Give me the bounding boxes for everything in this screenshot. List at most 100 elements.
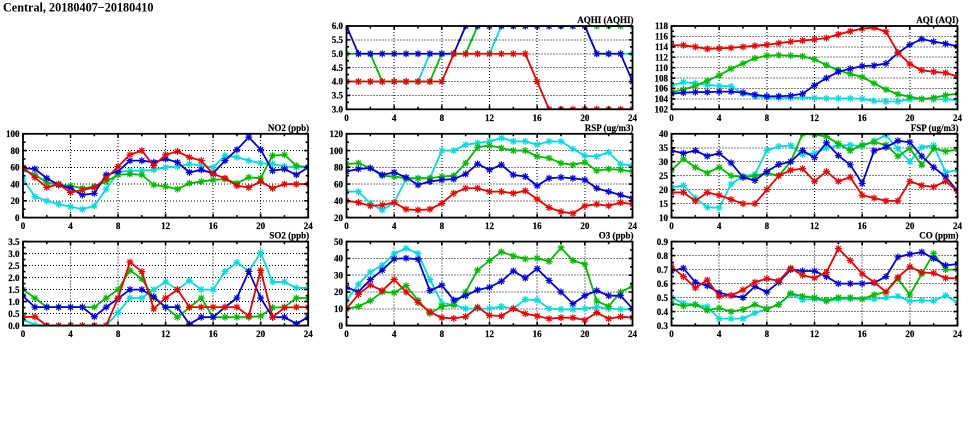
svg-text:40: 40: [334, 254, 344, 264]
svg-text:12: 12: [161, 329, 171, 339]
svg-text:120: 120: [330, 129, 344, 139]
svg-text:20: 20: [334, 287, 344, 297]
svg-text:12: 12: [810, 221, 820, 231]
svg-text:4: 4: [717, 329, 722, 339]
svg-text:40: 40: [11, 179, 21, 189]
svg-text:20: 20: [580, 113, 590, 123]
svg-text:8: 8: [116, 329, 121, 339]
svg-text:SO2 (ppb): SO2 (ppb): [269, 231, 309, 241]
svg-text:4: 4: [717, 113, 722, 123]
svg-text:12: 12: [810, 113, 820, 123]
svg-text:0.5: 0.5: [8, 309, 20, 319]
svg-text:12: 12: [485, 113, 495, 123]
svg-text:20: 20: [11, 196, 21, 206]
svg-text:4: 4: [68, 329, 73, 339]
svg-text:20: 20: [659, 185, 669, 195]
svg-text:16: 16: [533, 329, 543, 339]
svg-text:25: 25: [659, 171, 669, 181]
svg-text:16: 16: [858, 221, 868, 231]
svg-text:NO2 (ppb): NO2 (ppb): [268, 123, 309, 133]
svg-text:AQI (AQI): AQI (AQI): [916, 15, 958, 25]
svg-text:0: 0: [669, 221, 674, 231]
svg-text:0: 0: [21, 221, 26, 231]
svg-text:24: 24: [304, 221, 314, 231]
svg-text:4: 4: [392, 113, 397, 123]
svg-text:8: 8: [765, 221, 770, 231]
svg-text:20: 20: [905, 113, 915, 123]
svg-text:0.0: 0.0: [8, 321, 20, 331]
svg-text:0: 0: [339, 321, 344, 331]
svg-text:24: 24: [628, 329, 638, 339]
svg-text:16: 16: [533, 221, 543, 231]
svg-text:5.5: 5.5: [332, 35, 344, 45]
svg-text:24: 24: [953, 329, 963, 339]
svg-text:10: 10: [659, 213, 669, 223]
svg-text:30: 30: [334, 270, 344, 280]
svg-text:CO (ppm): CO (ppm): [919, 231, 958, 241]
svg-text:20: 20: [256, 329, 266, 339]
svg-text:0.4: 0.4: [657, 307, 669, 317]
svg-text:20: 20: [580, 329, 590, 339]
svg-text:5.0: 5.0: [332, 49, 344, 59]
svg-text:4: 4: [392, 329, 397, 339]
svg-text:16: 16: [858, 113, 868, 123]
svg-text:1.5: 1.5: [8, 285, 20, 295]
svg-text:24: 24: [628, 221, 638, 231]
svg-text:8: 8: [765, 329, 770, 339]
svg-text:RSP (ug/m3): RSP (ug/m3): [585, 123, 634, 133]
svg-text:20: 20: [905, 221, 915, 231]
svg-text:0: 0: [344, 329, 349, 339]
svg-text:3.0: 3.0: [332, 105, 344, 115]
svg-text:O3 (ppb): O3 (ppb): [599, 231, 634, 241]
svg-text:4.5: 4.5: [332, 63, 344, 73]
svg-text:3.0: 3.0: [8, 249, 20, 259]
svg-text:100: 100: [330, 146, 344, 156]
svg-text:0: 0: [669, 113, 674, 123]
svg-text:0: 0: [344, 221, 349, 231]
svg-text:8: 8: [765, 113, 770, 123]
svg-text:8: 8: [116, 221, 121, 231]
svg-text:60: 60: [334, 179, 344, 189]
svg-text:3.5: 3.5: [332, 91, 344, 101]
svg-text:0.8: 0.8: [657, 251, 669, 261]
svg-text:20: 20: [905, 329, 915, 339]
svg-text:0: 0: [15, 213, 20, 223]
svg-text:80: 80: [11, 146, 21, 156]
svg-text:0.5: 0.5: [657, 293, 669, 303]
svg-text:12: 12: [485, 221, 495, 231]
svg-text:24: 24: [304, 329, 314, 339]
svg-text:116: 116: [655, 32, 669, 42]
svg-text:4: 4: [68, 221, 73, 231]
svg-text:118: 118: [655, 21, 669, 31]
svg-text:AQHI (AQHI): AQHI (AQHI): [577, 15, 633, 25]
svg-text:12: 12: [161, 221, 171, 231]
svg-text:2.5: 2.5: [8, 261, 20, 271]
svg-text:0.3: 0.3: [657, 321, 669, 331]
svg-text:12: 12: [485, 329, 495, 339]
svg-text:0.9: 0.9: [657, 237, 669, 247]
svg-text:2.0: 2.0: [8, 273, 20, 283]
svg-text:112: 112: [655, 52, 669, 62]
svg-text:16: 16: [533, 113, 543, 123]
svg-text:50: 50: [334, 237, 344, 247]
svg-text:35: 35: [659, 143, 669, 153]
svg-text:0.7: 0.7: [657, 265, 669, 275]
svg-text:FSP (ug/m3): FSP (ug/m3): [911, 123, 959, 133]
svg-text:0: 0: [21, 329, 26, 339]
svg-text:4: 4: [392, 221, 397, 231]
svg-text:15: 15: [659, 199, 669, 209]
svg-text:8: 8: [440, 113, 445, 123]
svg-text:104: 104: [655, 94, 669, 104]
svg-text:106: 106: [655, 84, 669, 94]
svg-text:40: 40: [334, 196, 344, 206]
svg-text:0.6: 0.6: [657, 279, 669, 289]
svg-text:110: 110: [655, 63, 669, 73]
svg-text:3.5: 3.5: [8, 237, 20, 247]
svg-text:80: 80: [334, 163, 344, 173]
svg-text:30: 30: [659, 157, 669, 167]
svg-text:Central, 20180407−20180410: Central, 20180407−20180410: [3, 1, 153, 15]
svg-text:108: 108: [655, 73, 669, 83]
svg-text:102: 102: [655, 105, 669, 115]
svg-text:16: 16: [209, 221, 219, 231]
svg-text:60: 60: [11, 163, 21, 173]
